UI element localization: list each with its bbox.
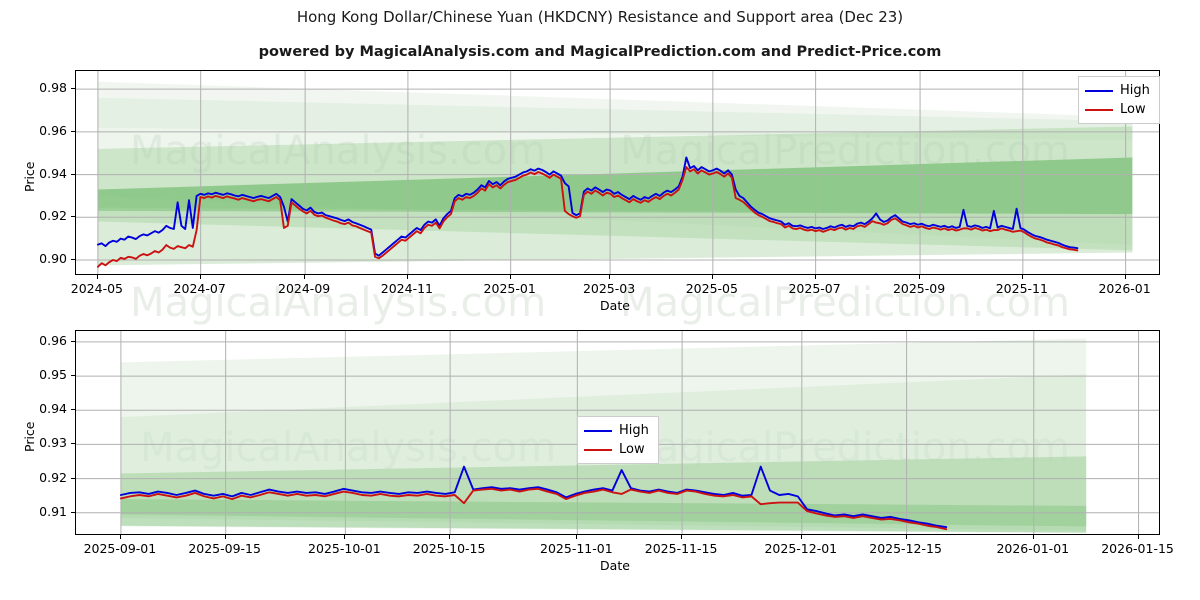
x-tick-mark <box>344 535 346 539</box>
y-tick-mark <box>71 258 75 260</box>
legend-row-low: Low <box>584 440 650 459</box>
y-tick-mark <box>71 477 75 479</box>
x-tick-label: 2025-11-15 <box>644 541 718 556</box>
x-tick-label: 2025-11-01 <box>540 541 613 556</box>
x-tick-mark <box>406 275 408 279</box>
x-tick-label: 2024-09 <box>278 281 331 296</box>
x-tick-label: 2026-01-15 <box>1101 541 1174 556</box>
x-tick-mark <box>800 535 802 539</box>
x-tick-mark <box>224 535 226 539</box>
y-tick-mark <box>71 375 75 377</box>
x-tick-mark <box>1124 275 1126 279</box>
x-tick-mark <box>449 535 451 539</box>
series-line-low <box>96 166 1079 268</box>
legend-row-high: High <box>1085 81 1151 100</box>
y-axis-label-top: Price <box>22 161 37 193</box>
x-tick-label: 2025-11 <box>995 281 1048 296</box>
x-tick-label: 2024-05 <box>70 281 123 296</box>
y-tick-label: 0.95 <box>39 367 67 383</box>
x-tick-mark <box>814 275 816 279</box>
y-tick-mark <box>71 443 75 445</box>
x-tick-mark <box>711 275 713 279</box>
x-tick-mark <box>119 535 121 539</box>
legend-line-low <box>584 448 612 451</box>
x-tick-label: 2025-10-01 <box>308 541 381 556</box>
x-tick-mark <box>1137 535 1139 539</box>
x-tick-label: 2024-11 <box>380 281 433 296</box>
y-tick-label: 0.93 <box>39 435 67 451</box>
series-line-low <box>119 487 948 531</box>
x-tick-label: 2025-10-15 <box>412 541 486 556</box>
x-tick-label: 2025-03 <box>582 281 636 296</box>
y-tick-label: 0.96 <box>39 332 67 348</box>
y-tick-mark <box>71 173 75 175</box>
x-tick-label: 2025-12-01 <box>764 541 838 556</box>
legend-label-low: Low <box>1120 102 1146 117</box>
y-tick-label: 0.98 <box>39 80 67 96</box>
x-tick-mark <box>96 275 98 279</box>
band-inner <box>120 456 1087 527</box>
x-tick-mark <box>199 275 201 279</box>
x-tick-mark <box>509 275 511 279</box>
y-tick-label: 0.91 <box>39 503 67 519</box>
legend-top: High Low <box>1078 76 1160 124</box>
y-tick-mark <box>71 409 75 411</box>
x-tick-label: 2026-01 <box>1098 281 1151 296</box>
x-tick-mark <box>1021 275 1023 279</box>
legend-line-high <box>584 429 612 432</box>
chart-panel-top <box>75 70 1160 275</box>
legend-label-high: High <box>619 423 649 438</box>
y-tick-label: 0.94 <box>39 401 67 417</box>
legend-line-low <box>1085 108 1113 111</box>
x-tick-mark <box>919 275 921 279</box>
x-tick-label: 2024-07 <box>173 281 226 296</box>
x-tick-label: 2025-09-15 <box>188 541 261 556</box>
legend-row-low: Low <box>1085 100 1151 119</box>
x-tick-mark <box>609 275 611 279</box>
x-tick-mark <box>1032 535 1034 539</box>
y-axis-label-bottom: Price <box>22 421 37 453</box>
band-outer-upper <box>97 81 1133 141</box>
series-line-high <box>119 465 948 529</box>
legend-label-high: High <box>1120 83 1150 98</box>
legend-label-low: Low <box>619 442 645 457</box>
y-tick-label: 0.92 <box>39 469 67 485</box>
x-tick-mark <box>681 535 683 539</box>
x-tick-label: 2025-01 <box>483 281 536 296</box>
x-tick-label: 2025-09-01 <box>83 541 157 556</box>
y-tick-mark <box>71 216 75 218</box>
x-axis-label-top: Date <box>600 298 630 313</box>
band-inner <box>97 157 1133 215</box>
y-tick-mark <box>71 88 75 90</box>
legend-line-high <box>1085 89 1113 92</box>
x-tick-mark <box>304 275 306 279</box>
x-tick-label: 2025-07 <box>788 281 841 296</box>
y-tick-mark <box>71 130 75 132</box>
band-lower <box>120 499 1087 533</box>
legend-row-high: High <box>584 421 650 440</box>
y-tick-label: 0.96 <box>39 122 67 138</box>
band-lower <box>97 207 1133 266</box>
x-tick-label: 2025-12-15 <box>869 541 942 556</box>
page-subtitle: powered by MagicalAnalysis.com and Magic… <box>258 44 942 60</box>
series-line-high <box>96 156 1079 257</box>
y-tick-mark <box>71 511 75 513</box>
x-tick-mark <box>905 535 907 539</box>
x-tick-mark <box>576 535 578 539</box>
legend-bottom: High Low <box>577 416 659 464</box>
page-title: Hong Kong Dollar/Chinese Yuan (HKDCNY) R… <box>296 8 904 26</box>
y-tick-mark <box>71 340 75 342</box>
x-axis-label-bottom: Date <box>600 558 630 573</box>
y-tick-label: 0.90 <box>39 250 67 266</box>
x-tick-label: 2026-01-01 <box>996 541 1070 556</box>
x-tick-label: 2025-05 <box>685 281 738 296</box>
y-tick-label: 0.94 <box>39 165 67 181</box>
y-tick-label: 0.92 <box>39 208 67 224</box>
x-tick-label: 2025-09 <box>892 281 946 296</box>
